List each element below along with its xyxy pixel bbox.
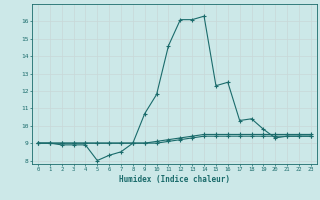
X-axis label: Humidex (Indice chaleur): Humidex (Indice chaleur) (119, 175, 230, 184)
